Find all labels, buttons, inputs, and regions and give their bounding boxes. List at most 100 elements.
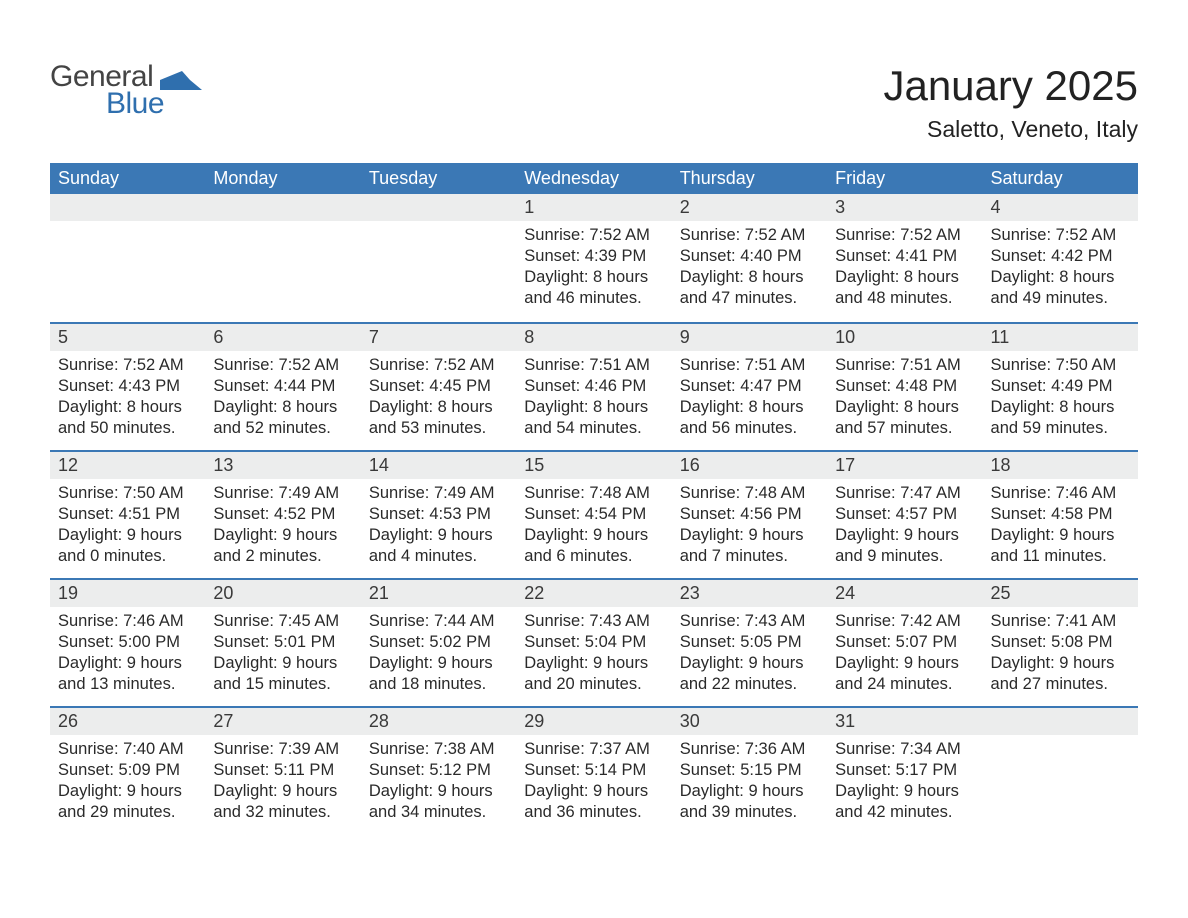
empty-day-bar	[50, 194, 205, 221]
calendar-day-cell: 23Sunrise: 7:43 AMSunset: 5:05 PMDayligh…	[672, 578, 827, 706]
calendar-day-cell: 17Sunrise: 7:47 AMSunset: 4:57 PMDayligh…	[827, 450, 982, 578]
calendar-day-cell	[983, 706, 1138, 834]
calendar-day-cell: 14Sunrise: 7:49 AMSunset: 4:53 PMDayligh…	[361, 450, 516, 578]
daylight-line2: and 7 minutes.	[680, 546, 819, 567]
empty-day-bar	[361, 194, 516, 221]
sunset-line: Sunset: 5:04 PM	[524, 632, 663, 653]
day-number: 24	[827, 578, 982, 607]
calendar-day-cell: 29Sunrise: 7:37 AMSunset: 5:14 PMDayligh…	[516, 706, 671, 834]
daylight-line2: and 20 minutes.	[524, 674, 663, 695]
daylight-line1: Daylight: 9 hours	[524, 781, 663, 802]
calendar-day-cell: 7Sunrise: 7:52 AMSunset: 4:45 PMDaylight…	[361, 322, 516, 450]
daylight-line1: Daylight: 9 hours	[835, 781, 974, 802]
daylight-line2: and 47 minutes.	[680, 288, 819, 309]
daylight-line2: and 56 minutes.	[680, 418, 819, 439]
calendar-day-cell	[205, 194, 360, 322]
day-number: 19	[50, 578, 205, 607]
empty-day-bar	[983, 706, 1138, 735]
calendar-day-cell: 22Sunrise: 7:43 AMSunset: 5:04 PMDayligh…	[516, 578, 671, 706]
weekday-header: Tuesday	[361, 163, 516, 194]
daylight-line2: and 57 minutes.	[835, 418, 974, 439]
day-number: 22	[516, 578, 671, 607]
sunrise-line: Sunrise: 7:44 AM	[369, 611, 508, 632]
day-number: 29	[516, 706, 671, 735]
daylight-line2: and 22 minutes.	[680, 674, 819, 695]
day-details: Sunrise: 7:52 AMSunset: 4:39 PMDaylight:…	[516, 221, 671, 315]
calendar-day-cell: 9Sunrise: 7:51 AMSunset: 4:47 PMDaylight…	[672, 322, 827, 450]
day-details: Sunrise: 7:34 AMSunset: 5:17 PMDaylight:…	[827, 735, 982, 829]
calendar-table: Sunday Monday Tuesday Wednesday Thursday…	[50, 163, 1138, 834]
day-number: 10	[827, 322, 982, 351]
logo: General Blue	[50, 60, 202, 121]
sunset-line: Sunset: 5:09 PM	[58, 760, 197, 781]
daylight-line2: and 46 minutes.	[524, 288, 663, 309]
sunset-line: Sunset: 4:54 PM	[524, 504, 663, 525]
weekday-header-row: Sunday Monday Tuesday Wednesday Thursday…	[50, 163, 1138, 194]
calendar-day-cell: 6Sunrise: 7:52 AMSunset: 4:44 PMDaylight…	[205, 322, 360, 450]
daylight-line2: and 13 minutes.	[58, 674, 197, 695]
calendar-day-cell: 13Sunrise: 7:49 AMSunset: 4:52 PMDayligh…	[205, 450, 360, 578]
sunset-line: Sunset: 4:53 PM	[369, 504, 508, 525]
day-details: Sunrise: 7:39 AMSunset: 5:11 PMDaylight:…	[205, 735, 360, 829]
sunrise-line: Sunrise: 7:51 AM	[680, 355, 819, 376]
sunset-line: Sunset: 4:56 PM	[680, 504, 819, 525]
day-number: 17	[827, 450, 982, 479]
daylight-line2: and 42 minutes.	[835, 802, 974, 823]
calendar-week-row: 12Sunrise: 7:50 AMSunset: 4:51 PMDayligh…	[50, 450, 1138, 578]
day-details: Sunrise: 7:41 AMSunset: 5:08 PMDaylight:…	[983, 607, 1138, 701]
sunset-line: Sunset: 4:48 PM	[835, 376, 974, 397]
sunrise-line: Sunrise: 7:34 AM	[835, 739, 974, 760]
day-details: Sunrise: 7:48 AMSunset: 4:56 PMDaylight:…	[672, 479, 827, 573]
daylight-line1: Daylight: 8 hours	[835, 397, 974, 418]
sunrise-line: Sunrise: 7:50 AM	[58, 483, 197, 504]
daylight-line1: Daylight: 9 hours	[680, 525, 819, 546]
day-number: 30	[672, 706, 827, 735]
sunset-line: Sunset: 4:43 PM	[58, 376, 197, 397]
daylight-line1: Daylight: 8 hours	[524, 397, 663, 418]
sunrise-line: Sunrise: 7:48 AM	[524, 483, 663, 504]
sunset-line: Sunset: 5:17 PM	[835, 760, 974, 781]
calendar-day-cell: 5Sunrise: 7:52 AMSunset: 4:43 PMDaylight…	[50, 322, 205, 450]
day-details: Sunrise: 7:43 AMSunset: 5:05 PMDaylight:…	[672, 607, 827, 701]
daylight-line1: Daylight: 9 hours	[369, 525, 508, 546]
day-details: Sunrise: 7:49 AMSunset: 4:52 PMDaylight:…	[205, 479, 360, 573]
daylight-line2: and 0 minutes.	[58, 546, 197, 567]
daylight-line2: and 29 minutes.	[58, 802, 197, 823]
day-number: 16	[672, 450, 827, 479]
sunrise-line: Sunrise: 7:48 AM	[680, 483, 819, 504]
sunset-line: Sunset: 4:51 PM	[58, 504, 197, 525]
sunset-line: Sunset: 4:58 PM	[991, 504, 1130, 525]
day-number: 18	[983, 450, 1138, 479]
sunrise-line: Sunrise: 7:42 AM	[835, 611, 974, 632]
daylight-line1: Daylight: 8 hours	[680, 397, 819, 418]
calendar-day-cell: 16Sunrise: 7:48 AMSunset: 4:56 PMDayligh…	[672, 450, 827, 578]
day-number: 11	[983, 322, 1138, 351]
sunrise-line: Sunrise: 7:47 AM	[835, 483, 974, 504]
calendar-week-row: 26Sunrise: 7:40 AMSunset: 5:09 PMDayligh…	[50, 706, 1138, 834]
sunrise-line: Sunrise: 7:52 AM	[213, 355, 352, 376]
day-details: Sunrise: 7:37 AMSunset: 5:14 PMDaylight:…	[516, 735, 671, 829]
daylight-line2: and 39 minutes.	[680, 802, 819, 823]
sunrise-line: Sunrise: 7:51 AM	[835, 355, 974, 376]
daylight-line1: Daylight: 9 hours	[58, 653, 197, 674]
calendar-week-row: 1Sunrise: 7:52 AMSunset: 4:39 PMDaylight…	[50, 194, 1138, 322]
day-details: Sunrise: 7:47 AMSunset: 4:57 PMDaylight:…	[827, 479, 982, 573]
calendar-page: General Blue January 2025 Saletto, Venet…	[0, 0, 1188, 854]
daylight-line2: and 48 minutes.	[835, 288, 974, 309]
daylight-line2: and 4 minutes.	[369, 546, 508, 567]
daylight-line1: Daylight: 8 hours	[991, 397, 1130, 418]
daylight-line2: and 59 minutes.	[991, 418, 1130, 439]
title-block: January 2025 Saletto, Veneto, Italy	[883, 40, 1138, 155]
weekday-header: Monday	[205, 163, 360, 194]
weekday-header: Wednesday	[516, 163, 671, 194]
sunset-line: Sunset: 4:44 PM	[213, 376, 352, 397]
day-number: 23	[672, 578, 827, 607]
daylight-line1: Daylight: 9 hours	[524, 525, 663, 546]
sunset-line: Sunset: 4:41 PM	[835, 246, 974, 267]
daylight-line2: and 6 minutes.	[524, 546, 663, 567]
daylight-line2: and 15 minutes.	[213, 674, 352, 695]
day-details: Sunrise: 7:51 AMSunset: 4:46 PMDaylight:…	[516, 351, 671, 445]
calendar-day-cell: 28Sunrise: 7:38 AMSunset: 5:12 PMDayligh…	[361, 706, 516, 834]
day-details: Sunrise: 7:38 AMSunset: 5:12 PMDaylight:…	[361, 735, 516, 829]
daylight-line2: and 54 minutes.	[524, 418, 663, 439]
